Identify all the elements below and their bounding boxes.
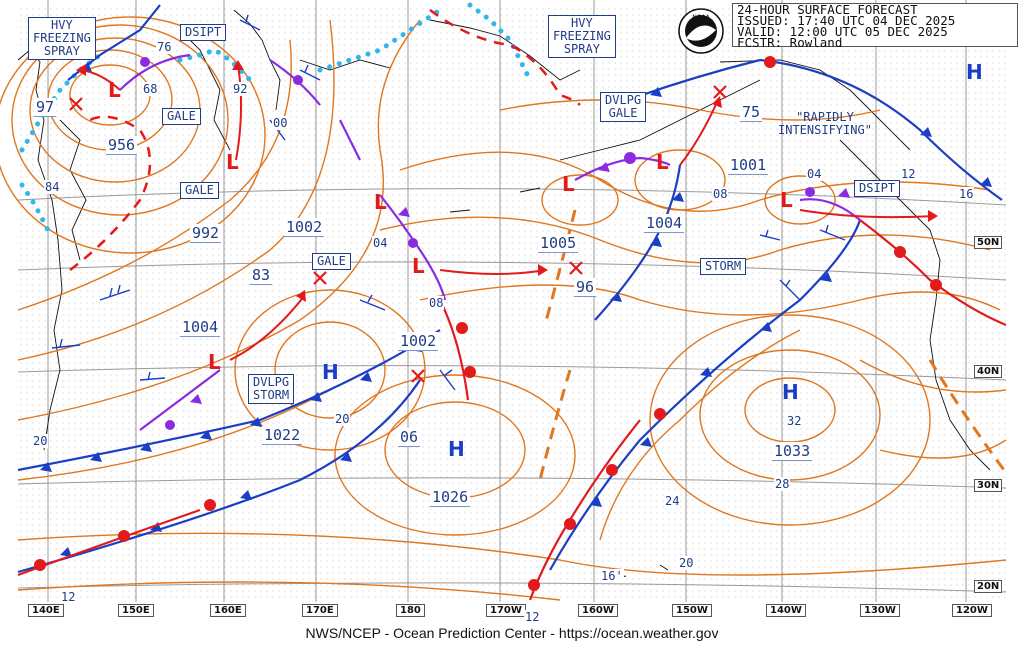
central-pressure: 97: [34, 98, 57, 117]
lat-label: 50N: [974, 236, 1003, 249]
isobar-label: 12: [524, 610, 541, 624]
rapidly-intensifying-note: "RAPIDLY INTENSIFYING": [778, 110, 872, 137]
lat-label: 40N: [974, 365, 1003, 378]
central-pressure: 1004: [180, 318, 221, 337]
dissipating-label-east: DSIPT: [854, 180, 901, 197]
high-pressure-center: H: [782, 380, 799, 404]
isobar-label: 08: [428, 296, 445, 310]
gale-warning: GALE: [312, 253, 351, 270]
track-arrowheads: [76, 60, 938, 302]
central-pressure: 1004: [644, 214, 685, 233]
central-pressure: 1026: [430, 488, 471, 507]
low-pressure-center: L: [226, 150, 239, 174]
central-pressure: 75: [740, 103, 763, 122]
isobars: [0, 16, 1007, 601]
lon-label: 150E: [118, 604, 154, 617]
low-pressure-center: L: [412, 254, 425, 278]
gale-warning: GALE: [180, 182, 219, 199]
isobar-label: 12: [900, 167, 917, 181]
low-tracks: [79, 64, 936, 361]
low-pressure-center: L: [780, 188, 793, 212]
isobar-label: 24: [664, 494, 681, 508]
central-pressure: 956: [106, 136, 138, 155]
cold-front-teeth: [40, 62, 992, 557]
heavy-freezing-spray-east: HVY FREEZING SPRAY: [548, 15, 616, 58]
lon-label: 160E: [210, 604, 246, 617]
low-pressure-center: L: [656, 150, 669, 174]
isobar-label: 08: [712, 187, 729, 201]
lon-label: 140W: [766, 604, 806, 617]
isobar-label: 16': [600, 569, 624, 583]
central-pressure: 06: [398, 428, 421, 447]
occluded-symbols: [140, 57, 850, 430]
low-pressure-center: L: [208, 350, 221, 374]
high-pressure-center: H: [322, 360, 339, 384]
storm-warning: STORM: [700, 258, 747, 275]
header-title: 24-HOUR SURFACE FORECAST: [737, 2, 918, 17]
isobar-label: 04: [372, 236, 389, 250]
lon-label: 180: [396, 604, 425, 617]
forecast-header: 24-HOUR SURFACE FORECAST ISSUED: 17:40 U…: [732, 2, 1018, 50]
lat-label: 20N: [974, 580, 1003, 593]
lon-label: 150W: [672, 604, 712, 617]
central-pressure: 83: [250, 266, 273, 285]
credit-footer: NWS/NCEP - Ocean Prediction Center - htt…: [305, 625, 719, 641]
lon-label: 140E: [28, 604, 64, 617]
isobar-label: 20: [334, 412, 351, 426]
isobar-label: 00: [272, 116, 289, 130]
graticule: [17, 0, 1007, 602]
isobar-label: 76: [156, 40, 173, 54]
noaa-logo: NOAA: [678, 8, 724, 54]
central-pressure: 992: [190, 224, 222, 243]
low-pressure-center: L: [374, 190, 387, 214]
forecast-positions: [69, 85, 727, 383]
central-pressure: 96: [574, 278, 597, 297]
isobar-label: 32: [786, 414, 803, 428]
central-pressure: 1005: [538, 234, 579, 253]
freezing-spray-areas: [69, 8, 581, 271]
ice-edge: [19, 2, 533, 233]
isobar-label: 16: [958, 187, 975, 201]
lon-label: 170W: [486, 604, 526, 617]
central-pressure: 1022: [262, 426, 303, 445]
lon-label: 170E: [302, 604, 338, 617]
central-pressure: 1033: [772, 442, 813, 461]
isobar-label: 04: [806, 167, 823, 181]
warm-front-bumps: [34, 56, 942, 591]
lon-label: 160W: [578, 604, 618, 617]
high-pressure-center: H: [448, 437, 465, 461]
low-pressure-center: L: [562, 172, 575, 196]
central-pressure: 1001: [728, 156, 769, 175]
troughs: [538, 209, 1006, 481]
isobar-label: 12: [60, 590, 77, 604]
dissipating-label-west: DSIPT: [180, 24, 227, 41]
isobar-label: 92: [232, 82, 249, 96]
central-pressure: 1002: [284, 218, 325, 237]
isobar-label: 68: [142, 82, 159, 96]
lat-label: 30N: [974, 479, 1003, 492]
isobar-label: 20: [32, 434, 49, 448]
noaa-logo-text: NOAA: [692, 14, 710, 21]
gale-warning: GALE: [162, 108, 201, 125]
isobar-label: 84: [44, 180, 61, 194]
header-issued: ISSUED: 17:40 UTC 04 DEC 2025: [737, 13, 956, 28]
isobar-label: 20: [678, 556, 695, 570]
header-valid: VALID: 12:00 UTC 05 DEC 2025: [737, 24, 948, 39]
header-forecaster: FCSTR: Rowland: [737, 35, 843, 50]
developing-gale: DVLPG GALE: [600, 92, 647, 122]
developing-storm: DVLPG STORM: [248, 374, 295, 404]
heavy-freezing-spray-west: HVY FREEZING SPRAY: [28, 17, 96, 60]
low-pressure-center: L: [108, 78, 121, 102]
high-pressure-center: H: [966, 60, 983, 84]
lon-label: 130W: [860, 604, 900, 617]
lon-label: 120W: [952, 604, 992, 617]
central-pressure: 1002: [398, 332, 439, 351]
isobar-label: 28: [774, 477, 791, 491]
